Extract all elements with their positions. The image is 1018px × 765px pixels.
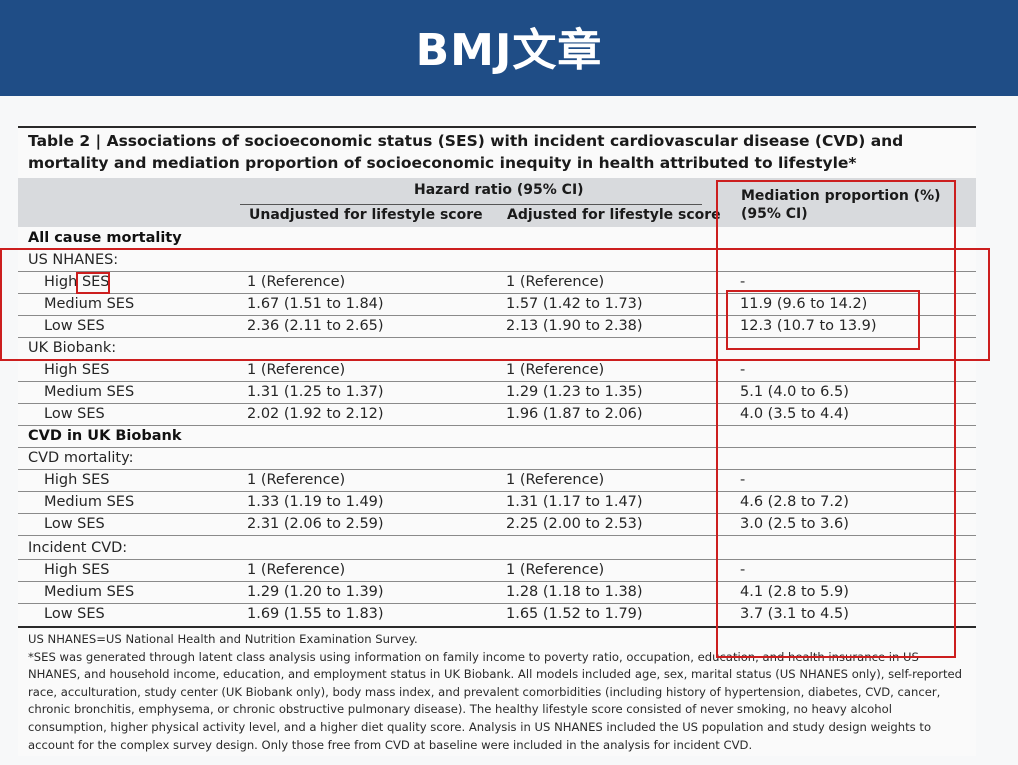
- unadjusted-value: 2.02 (1.92 to 2.12): [247, 406, 384, 422]
- unadjusted-value: 1.33 (1.19 to 1.49): [247, 494, 384, 510]
- row-label: Low SES: [44, 318, 105, 334]
- table-footnotes: US NHANES=US National Health and Nutriti…: [28, 631, 964, 754]
- unadjusted-value: 1 (Reference): [247, 362, 346, 378]
- table-bottom-rule: [18, 626, 976, 628]
- adjusted-value: 1.28 (1.18 to 1.38): [506, 584, 643, 600]
- unadjusted-value: 1 (Reference): [247, 562, 346, 578]
- table-caption: Table 2 | Associations of socioeconomic …: [28, 132, 904, 172]
- table-row: Medium SES 1.67 (1.51 to 1.84) 1.57 (1.4…: [18, 294, 976, 316]
- row-label: High SES: [44, 562, 110, 578]
- table-row: US NHANES:: [18, 250, 976, 272]
- mediation-value: 5.1 (4.0 to 6.5): [740, 384, 849, 400]
- unadjusted-value: 1.31 (1.25 to 1.37): [247, 384, 384, 400]
- mediation-value: 4.1 (2.8 to 5.9): [740, 584, 849, 600]
- table-row: Medium SES 1.33 (1.19 to 1.49) 1.31 (1.1…: [18, 492, 976, 514]
- table-row: CVD mortality:: [18, 448, 976, 470]
- adjusted-value: 1 (Reference): [506, 472, 605, 488]
- unadjusted-value: 1.69 (1.55 to 1.83): [247, 606, 384, 622]
- row-label: Medium SES: [44, 494, 135, 510]
- group-label: Incident CVD:: [28, 540, 128, 556]
- unadjusted-value: 1 (Reference): [247, 472, 346, 488]
- table-top-rule: [18, 126, 976, 128]
- adjusted-column-header: Adjusted for lifestyle score: [507, 207, 721, 223]
- group-label: CVD mortality:: [28, 450, 134, 466]
- mediation-value: 11.9 (9.6 to 14.2): [740, 296, 868, 312]
- mediation-values-highlight-box: [726, 290, 920, 350]
- footnote-abbreviation: US NHANES=US National Health and Nutriti…: [28, 632, 418, 646]
- unadjusted-value: 2.31 (2.06 to 2.59): [247, 516, 384, 532]
- unadjusted-value: 1.67 (1.51 to 1.84): [247, 296, 384, 312]
- row-label: Low SES: [44, 406, 105, 422]
- unadjusted-value: 2.36 (2.11 to 2.65): [247, 318, 384, 334]
- footnote-methods: *SES was generated through latent class …: [28, 649, 963, 752]
- table-row: Medium SES 1.29 (1.20 to 1.39) 1.28 (1.1…: [18, 582, 976, 604]
- adjusted-value: 1 (Reference): [506, 274, 605, 290]
- section-label: CVD in UK Biobank: [28, 428, 182, 444]
- adjusted-value: 1.29 (1.23 to 1.35): [506, 384, 643, 400]
- adjusted-value: 1 (Reference): [506, 362, 605, 378]
- section-label: All cause mortality: [28, 230, 182, 246]
- mediation-column-header-ci: (95% CI): [741, 206, 808, 222]
- document-page: [18, 124, 976, 756]
- adjusted-value: 2.13 (1.90 to 2.38): [506, 318, 643, 334]
- mediation-value: 3.0 (2.5 to 3.6): [740, 516, 849, 532]
- table-row: Medium SES 1.31 (1.25 to 1.37) 1.29 (1.2…: [18, 382, 976, 404]
- table-row: Low SES 1.69 (1.55 to 1.83) 1.65 (1.52 t…: [18, 604, 976, 626]
- mediation-value: 4.6 (2.8 to 7.2): [740, 494, 849, 510]
- row-label: High SES: [44, 472, 110, 488]
- highlighted-ses-word: SES: [81, 274, 110, 290]
- table-row: CVD in UK Biobank: [18, 426, 976, 448]
- ses-word-highlight-box: [76, 272, 110, 294]
- banner-title: BMJ文章: [415, 25, 603, 76]
- group-header-rule: [240, 204, 702, 205]
- row-label-prefix: High: [44, 274, 82, 290]
- row-label: Medium SES: [44, 584, 135, 600]
- table-row: High SES 1 (Reference) 1 (Reference) -: [18, 272, 976, 294]
- table-row: Low SES 2.36 (2.11 to 2.65) 2.13 (1.90 t…: [18, 316, 976, 338]
- title-banner: BMJ文章: [0, 0, 1018, 96]
- table-row: High SES 1 (Reference) 1 (Reference) -: [18, 470, 976, 492]
- row-label: Medium SES: [44, 296, 135, 312]
- adjusted-value: 1.96 (1.87 to 2.06): [506, 406, 643, 422]
- mediation-column-header: Mediation proportion (%): [741, 188, 941, 204]
- mediation-column-highlight-box: [716, 180, 956, 658]
- table-row: High SES 1 (Reference) 1 (Reference) -: [18, 560, 976, 582]
- table-header: [18, 178, 976, 227]
- mediation-value: 4.0 (3.5 to 4.4): [740, 406, 849, 422]
- mediation-value: -: [740, 562, 746, 578]
- group-label: US NHANES:: [28, 252, 119, 268]
- mediation-value: 3.7 (3.1 to 4.5): [740, 606, 849, 622]
- mediation-value: -: [740, 362, 746, 378]
- table-row: Low SES 2.02 (1.92 to 2.12) 1.96 (1.87 t…: [18, 404, 976, 426]
- table-row: High SES 1 (Reference) 1 (Reference) -: [18, 360, 976, 382]
- table-row: Low SES 2.31 (2.06 to 2.59) 2.25 (2.00 t…: [18, 514, 976, 536]
- adjusted-value: 2.25 (2.00 to 2.53): [506, 516, 643, 532]
- row-label: Low SES: [44, 606, 105, 622]
- unadjusted-value: 1.29 (1.20 to 1.39): [247, 584, 384, 600]
- table-row: Incident CVD:: [18, 538, 976, 560]
- unadjusted-column-header: Unadjusted for lifestyle score: [249, 207, 483, 223]
- row-label: Low SES: [44, 516, 105, 532]
- mediation-value: -: [740, 274, 746, 290]
- hazard-ratio-group-header: Hazard ratio (95% CI): [414, 182, 584, 198]
- adjusted-value: 1.65 (1.52 to 1.79): [506, 606, 643, 622]
- mediation-value: -: [740, 472, 746, 488]
- group-label: UK Biobank:: [28, 340, 117, 356]
- row-label: Medium SES: [44, 384, 135, 400]
- adjusted-value: 1.31 (1.17 to 1.47): [506, 494, 643, 510]
- unadjusted-value: 1 (Reference): [247, 274, 346, 290]
- row-label: High SES: [44, 362, 110, 378]
- row-label: High SES: [44, 274, 110, 290]
- us-nhanes-highlight-box: [0, 248, 990, 361]
- mediation-value: 12.3 (10.7 to 13.9): [740, 318, 877, 334]
- adjusted-value: 1.57 (1.42 to 1.73): [506, 296, 643, 312]
- adjusted-value: 1 (Reference): [506, 562, 605, 578]
